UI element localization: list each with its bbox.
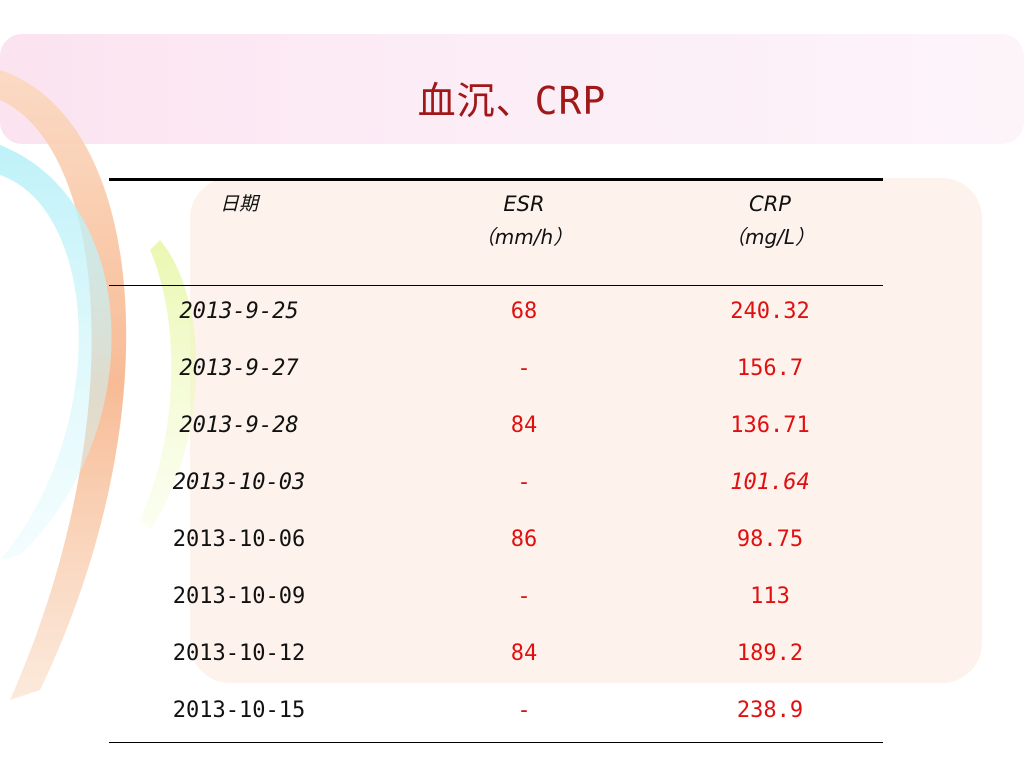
table-row: 2013-9-28 84 136.71 [109, 406, 883, 446]
table-bottom-rule [109, 742, 883, 743]
cell-esr: 84 [510, 413, 538, 438]
table-row: 2013-9-25 68 240.32 [109, 292, 883, 332]
cell-esr: 68 [510, 299, 538, 324]
cell-crp: 136.71 [730, 413, 810, 438]
cell-date: 2013-10-15 [172, 698, 306, 723]
table-header-rule [109, 285, 883, 286]
cell-date: 2013-10-12 [172, 641, 306, 666]
header-date-label: 日期 [219, 193, 258, 215]
header-crp-name: CRP [749, 192, 791, 216]
cyan-arc [0, 145, 112, 560]
cell-crp: 238.9 [736, 698, 804, 723]
cell-date: 2013-10-09 [172, 584, 306, 609]
cell-esr: - [517, 470, 531, 495]
table-row: 2013-10-06 86 98.75 [109, 520, 883, 560]
slide-title: 血沉、CRP [417, 79, 607, 123]
table-row: 2013-10-12 84 189.2 [109, 634, 883, 674]
header-esr: ESR （mm/h） [394, 188, 654, 254]
cell-date: 2013-10-06 [172, 527, 306, 552]
content-panel [190, 178, 982, 683]
header-date: 日期 [109, 188, 369, 221]
table-row: 2013-10-15 - 238.9 [109, 691, 883, 731]
header-esr-name: ESR [503, 192, 545, 216]
cell-esr: - [517, 356, 531, 381]
header-esr-unit: （mm/h） [474, 225, 574, 249]
cell-esr: - [517, 584, 531, 609]
table-row: 2013-10-09 - 113 [109, 577, 883, 617]
cell-date: 2013-9-28 [179, 413, 299, 438]
cell-esr: - [517, 698, 531, 723]
table-row: 2013-9-27 - 156.7 [109, 349, 883, 389]
orange-arc [0, 70, 127, 700]
cell-crp: 98.75 [736, 527, 804, 552]
cell-esr: 86 [510, 527, 538, 552]
cell-crp: 156.7 [736, 356, 804, 381]
header-crp-unit: （mg/L） [724, 225, 816, 249]
table-row: 2013-10-03 - 101.64 [109, 463, 883, 503]
cell-date: 2013-9-27 [179, 356, 299, 381]
title-band [0, 34, 1024, 144]
cell-date: 2013-9-25 [179, 299, 299, 324]
cell-crp: 101.64 [730, 470, 810, 495]
cell-esr: 84 [510, 641, 538, 666]
cell-crp: 240.32 [730, 299, 810, 324]
cell-crp: 189.2 [736, 641, 804, 666]
green-arc [140, 240, 197, 530]
cell-date: 2013-10-03 [172, 470, 306, 495]
table-top-rule [109, 178, 883, 181]
header-crp: CRP （mg/L） [640, 188, 900, 254]
cell-crp: 113 [750, 584, 790, 609]
